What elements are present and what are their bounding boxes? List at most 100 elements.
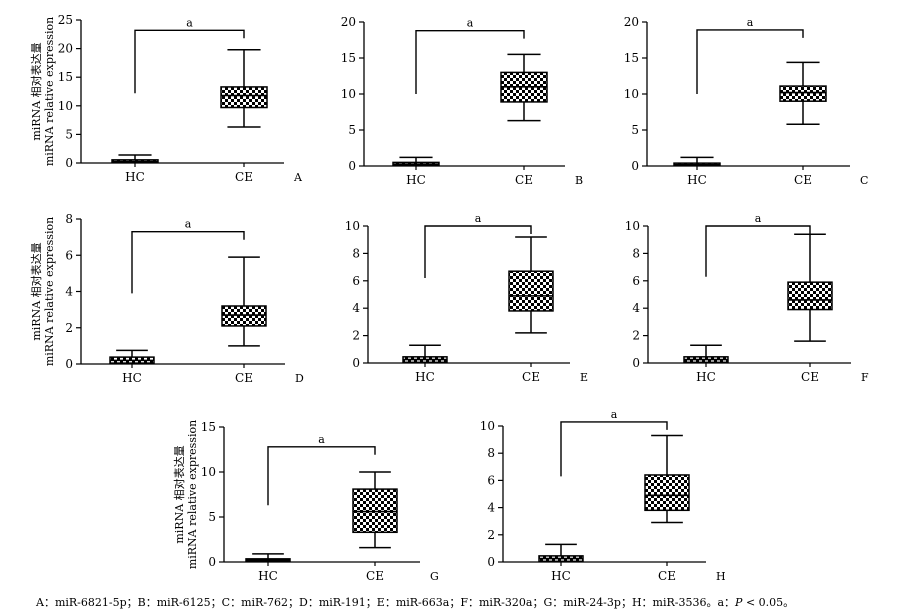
panel-label: B [575,174,583,187]
y-tick-label: 0 [208,555,216,569]
box-HC [245,553,291,563]
significance-label: a [747,16,754,29]
box-CE [787,233,833,342]
box-iqr [220,86,268,109]
y-axis-label: miRNA 相对表达量 [29,42,43,140]
panel-E: 0 2 4 6 8 10 HC CE Ea [345,212,588,384]
y-axis-label: miRNA 相对表达量 [172,445,186,543]
x-tick-label: HC [551,569,571,583]
panel-label: F [861,371,869,384]
x-tick-label: CE [366,569,384,583]
y-tick-label: 2 [632,329,640,343]
box-iqr [779,85,827,102]
panel-B: 0 5 10 15 20 HC CE Ba [341,15,583,187]
panel-G: 0 5 10 15 HC CE Ga miRNA 相对表达量 miRNA relative ex… [172,420,439,583]
box-iqr [644,474,690,512]
x-tick-label: HC [415,370,435,384]
box-iqr [787,281,833,311]
y-tick-label: 6 [65,248,73,262]
panel-F: 0 2 4 6 8 10 HC CE Fa [625,212,869,384]
panel-D: 0 2 4 6 8 HC CE Da miRNA 相对表达量 miRNA relative exp… [29,212,304,385]
y-tick-label: 6 [487,473,495,487]
significance-label: a [318,433,325,446]
y-tick-label: 8 [65,212,73,226]
significance-bracket [131,230,245,294]
box-HC [392,156,440,167]
x-tick-label: HC [406,173,426,187]
y-tick-label: 10 [201,465,216,479]
box-HC [402,344,448,364]
y-tick-label: 5 [208,510,216,524]
significance-label: a [186,16,193,29]
y-tick-label: 15 [58,70,73,84]
caption-text: A：miR-6821-5p；B：miR-6125；C：miR-762；D：miR… [36,596,736,609]
panel-label: H [716,570,726,583]
box-iqr [508,270,554,312]
box-CE [779,61,827,125]
y-tick-label: 0 [65,156,73,170]
y-tick-label: 25 [58,13,73,27]
y-tick-label: 8 [352,246,360,260]
y-tick-label: 8 [632,246,640,260]
y-tick-label: 5 [631,123,639,137]
y-tick-label: 15 [624,51,639,65]
significance-bracket [134,29,245,94]
significance-bracket [560,421,668,477]
y-tick-label: 10 [480,419,495,433]
significance-bracket [705,225,811,277]
panel-label: D [295,372,304,385]
y-tick-label: 8 [487,446,495,460]
box-iqr [352,488,398,534]
box-iqr [221,305,267,327]
box-HC [683,344,729,364]
box-HC [538,543,584,563]
y-tick-label: 4 [632,301,640,315]
significance-label: a [475,212,482,225]
y-tick-label: 15 [341,51,356,65]
panel-label: A [293,171,303,184]
x-tick-label: CE [515,173,533,187]
y-tick-label: 0 [487,555,495,569]
y-tick-label: 10 [58,99,73,113]
y-tick-label: 2 [487,528,495,542]
y-tick-label: 10 [625,219,640,233]
box-CE [221,256,267,347]
significance-label: a [755,212,762,225]
y-tick-label: 4 [487,501,495,515]
y-tick-label: 5 [65,127,73,141]
x-tick-label: HC [125,170,145,184]
box-CE [508,236,554,334]
x-tick-label: HC [687,173,707,187]
y-axis-label: miRNA relative expression [43,17,56,166]
y-tick-label: 5 [348,123,356,137]
x-tick-label: CE [235,371,253,385]
significance-label: a [467,17,474,30]
x-tick-label: CE [658,569,676,583]
y-tick-label: 20 [624,15,639,29]
x-tick-label: CE [235,170,253,184]
x-tick-label: CE [522,370,540,384]
y-tick-label: 2 [65,321,73,335]
x-tick-label: CE [801,370,819,384]
significance-bracket [424,225,532,279]
significance-bracket [267,446,376,506]
y-tick-label: 6 [352,274,360,288]
y-axis-label: miRNA relative expression [186,420,199,569]
box-CE [220,48,268,128]
y-tick-label: 10 [345,219,360,233]
significance-label: a [611,408,618,421]
panel-label: E [580,371,588,384]
panel-label: C [860,174,868,187]
panel-H: 0 2 4 6 8 10 HC CE Ha [480,408,726,583]
y-tick-label: 0 [65,357,73,371]
figure-caption: A：miR-6821-5p；B：miR-6125；C：miR-762；D：miR… [36,594,886,610]
y-tick-label: 10 [341,87,356,101]
box-CE [352,471,398,549]
significance-bracket [696,29,804,94]
y-tick-label: 2 [352,329,360,343]
y-axis-label: miRNA relative expression [43,217,56,366]
y-tick-label: 0 [632,356,640,370]
y-tick-label: 6 [632,274,640,288]
y-tick-label: 4 [65,285,73,299]
